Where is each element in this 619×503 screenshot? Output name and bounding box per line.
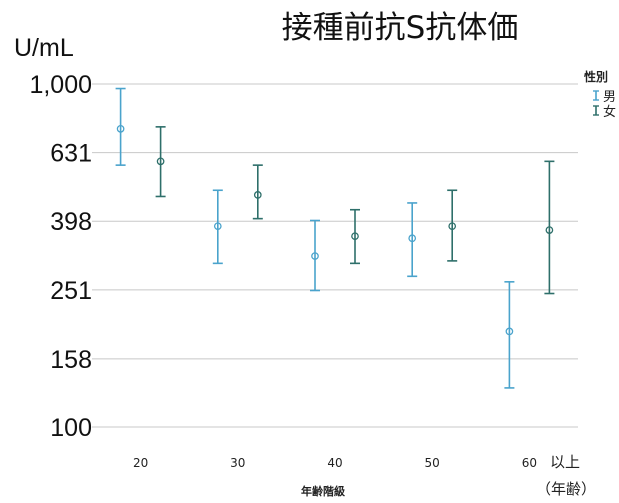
x-tick-label: 40 [327, 456, 342, 470]
legend: 性別 男女 [583, 69, 616, 120]
y-tick-label: 398 [50, 208, 92, 236]
legend-item: 女 [593, 104, 616, 120]
y-tick-label: 1,000 [29, 71, 92, 99]
data-point [505, 327, 514, 336]
x-axis-label: 年齢階級 [301, 484, 345, 498]
data-point [545, 226, 554, 234]
data-point [156, 157, 165, 166]
x-tick-labels: 20 30 40 50 60 [133, 456, 537, 470]
x-tick-label: 50 [425, 456, 440, 470]
y-tick-labels: 100 158 251 398 631 1,000 [29, 71, 92, 442]
legend-title: 性別 [583, 69, 608, 84]
data-point [408, 234, 417, 243]
y-axis-unit: U/mL [14, 34, 74, 62]
x-note-above: 以上 [550, 453, 580, 471]
data-point [213, 222, 222, 231]
y-tick-label: 100 [50, 414, 92, 442]
data-point [116, 125, 125, 133]
y-tick-label: 631 [50, 140, 92, 168]
x-tick-label: 20 [133, 456, 148, 470]
series-2 [155, 126, 555, 295]
data-point [351, 232, 359, 241]
data-point [253, 191, 262, 199]
chart-title: 接種前抗S抗体価 [282, 10, 519, 46]
x-tick-label: 30 [230, 456, 245, 470]
legend-item: 男 [593, 90, 616, 105]
data-point [448, 222, 457, 231]
grid-lines [92, 83, 578, 428]
x-tick-label: 60 [522, 456, 537, 470]
y-tick-label: 158 [50, 346, 92, 374]
x-note-unit: （年齢） [536, 480, 596, 498]
series-marks [115, 87, 555, 389]
legend-label: 女 [603, 104, 616, 120]
series-1 [115, 87, 515, 389]
legend-label: 男 [603, 90, 616, 105]
data-point [311, 252, 319, 260]
y-tick-label: 251 [50, 277, 92, 305]
